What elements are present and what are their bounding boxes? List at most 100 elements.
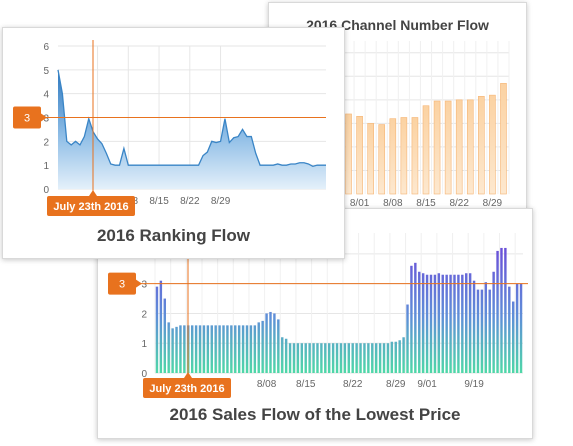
sales-bar (249, 325, 253, 373)
sales-bar (296, 343, 300, 373)
sales-marker-value-badge (108, 272, 136, 295)
channel-bar (422, 105, 430, 195)
sales-x-tick-label: 9/01 (417, 379, 437, 390)
sales-bar (206, 325, 210, 373)
sales-y-tick-label: 2 (141, 309, 147, 320)
sales-bar (331, 343, 335, 373)
sales-bar (414, 262, 417, 373)
sales-bar (241, 325, 245, 373)
sales-marker-date-badge (143, 378, 231, 398)
sales-bar (515, 283, 519, 373)
ranking-x-tick-label: 8/22 (180, 196, 200, 207)
sales-bar (406, 304, 409, 373)
sales-y-tick-label: 3 (141, 280, 147, 291)
sales-bar (468, 273, 472, 373)
channel-bar (478, 96, 485, 195)
sales-bar (425, 274, 429, 373)
sales-bar (320, 343, 323, 373)
sales-bar (281, 337, 284, 373)
sales-bar (351, 343, 354, 373)
sales-bar (511, 301, 515, 373)
sales-bar (386, 343, 390, 373)
sales-bar (500, 247, 503, 373)
sales-bar (277, 319, 280, 373)
sales-bar (355, 343, 358, 373)
sales-x-tick-label: 8/22 (343, 379, 363, 390)
channel-bar (411, 117, 419, 195)
sales-bar (226, 325, 229, 373)
sales-bar (457, 274, 460, 373)
sales-bar (245, 325, 249, 373)
sales-bar (324, 343, 327, 373)
sales-bar (421, 273, 425, 373)
ranking-y-tick-label: 1 (43, 161, 49, 172)
sales-bar (492, 271, 495, 373)
sales-bar (265, 313, 268, 373)
sales-x-tick-label: 8/29 (386, 379, 406, 390)
sales-bar (382, 343, 386, 373)
ranking-y-tick-label: 6 (43, 42, 49, 53)
sales-bar (465, 273, 468, 373)
sales-bar (316, 343, 319, 373)
sales-bar (496, 250, 499, 373)
channel-bar (444, 100, 452, 195)
sales-marker-value-pointer (136, 279, 142, 288)
ranking-x-tick-label: 8/15 (149, 196, 169, 207)
sales-bar (343, 343, 347, 373)
sales-bar (378, 343, 382, 373)
sales-bar (390, 341, 394, 373)
ranking-y-tick-label: 2 (43, 137, 49, 148)
sales-bar (159, 280, 163, 373)
sales-bar (519, 283, 523, 373)
sales-bar (327, 343, 331, 373)
sales-bar (284, 338, 288, 373)
ranking-y-tick-label: 0 (43, 185, 49, 196)
sales-bar (461, 274, 464, 373)
sales-x-tick-label: 8/08 (257, 379, 277, 390)
sales-bar (429, 274, 433, 373)
sales-bar (410, 265, 413, 373)
ranking-marker-value-label: 3 (24, 113, 30, 125)
channel-x-tick-label: 8/08 (383, 198, 403, 208)
sales-bar (488, 289, 491, 373)
sales-bar (335, 343, 339, 373)
ranking-y-tick-label: 5 (43, 66, 49, 77)
sales-bar (394, 341, 397, 373)
channel-bar (489, 94, 496, 195)
sales-x-tick-label: 9/19 (464, 379, 484, 390)
sales-bar (198, 325, 202, 373)
channel-x-tick-label: 8/15 (416, 198, 436, 208)
sales-x-tick-label: 8/15 (296, 379, 316, 390)
sales-bar (163, 298, 167, 373)
sales-bar (253, 325, 257, 373)
sales-bar (398, 340, 401, 373)
sales-bar (179, 325, 182, 373)
ranking-chart-title: 2016 Ranking Flow (96, 226, 251, 245)
sales-bar (273, 313, 276, 373)
sales-bar (214, 325, 217, 373)
channel-bar (389, 118, 397, 195)
sales-bar (367, 343, 370, 373)
sales-bar (300, 343, 304, 373)
channel-x-tick-label: 8/01 (350, 198, 370, 208)
sales-bar (347, 343, 351, 373)
ranking-y-tick-label: 3 (43, 114, 49, 125)
sales-bar (183, 325, 186, 373)
ranking-area (58, 69, 326, 189)
sales-bar (504, 247, 507, 373)
sales-bar (371, 343, 374, 373)
sales-bar (304, 343, 307, 373)
sales-bar (202, 325, 206, 373)
sales-bar (312, 343, 315, 373)
channel-chart-title: 2016 Channel Number Flow (306, 17, 489, 33)
sales-bar (374, 343, 378, 373)
sales-bar (175, 326, 178, 373)
sales-marker-value-label: 3 (119, 279, 125, 291)
sales-bar (480, 289, 484, 373)
channel-bar (378, 124, 386, 195)
sales-y-tick-label: 0 (141, 369, 147, 380)
sales-bar (308, 343, 311, 373)
